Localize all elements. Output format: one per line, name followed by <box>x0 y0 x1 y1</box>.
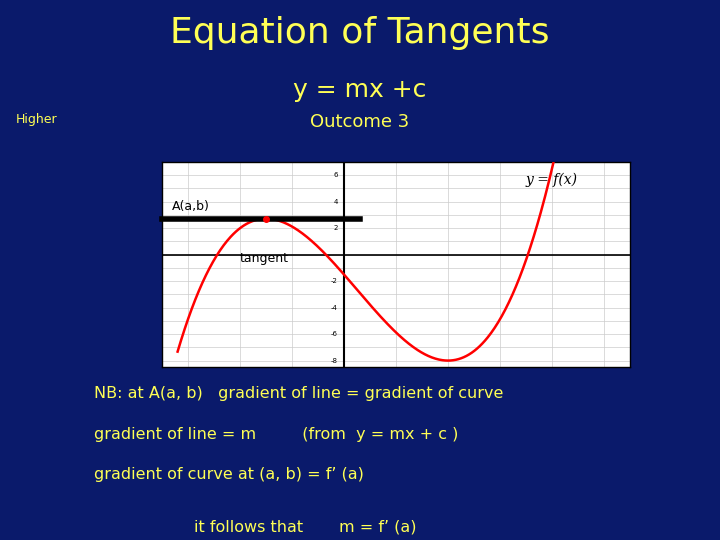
Text: 6: 6 <box>333 172 338 178</box>
Text: 4: 4 <box>333 199 338 205</box>
Text: A(a,b): A(a,b) <box>172 200 210 213</box>
Text: Higher: Higher <box>16 113 58 126</box>
Text: gradient of line = m         (from  y = mx + c ): gradient of line = m (from y = mx + c ) <box>94 427 458 442</box>
Text: y = f(x): y = f(x) <box>526 173 578 187</box>
Text: Outcome 3: Outcome 3 <box>310 113 410 131</box>
Text: -4: -4 <box>331 305 338 310</box>
Text: -8: -8 <box>330 357 338 363</box>
Text: -6: -6 <box>330 331 338 337</box>
Text: -2: -2 <box>331 278 338 284</box>
Text: NB: at A(a, b)   gradient of line = gradient of curve: NB: at A(a, b) gradient of line = gradie… <box>94 386 503 401</box>
Text: gradient of curve at (a, b) = f’ (a): gradient of curve at (a, b) = f’ (a) <box>94 467 364 482</box>
Text: Equation of Tangents: Equation of Tangents <box>170 16 550 50</box>
Text: 2: 2 <box>333 225 338 231</box>
Text: it follows that       m = f’ (a): it follows that m = f’ (a) <box>194 519 417 535</box>
Text: tangent: tangent <box>240 252 289 265</box>
Text: y = mx +c: y = mx +c <box>293 78 427 102</box>
